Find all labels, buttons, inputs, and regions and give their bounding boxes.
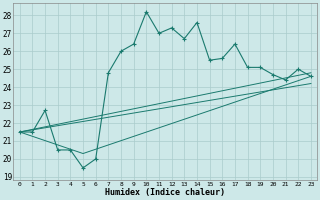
X-axis label: Humidex (Indice chaleur): Humidex (Indice chaleur): [105, 188, 225, 197]
